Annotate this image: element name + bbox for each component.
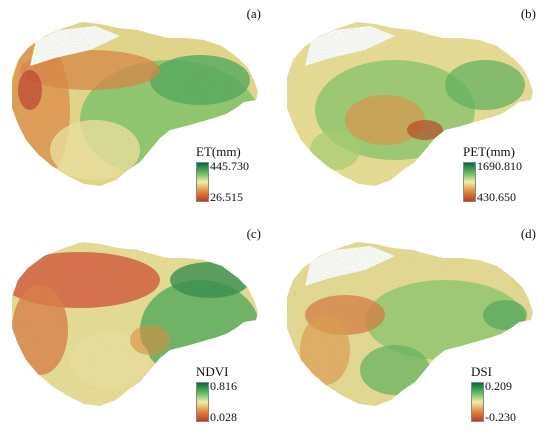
panel-label-d: (d) <box>520 226 536 241</box>
legend-min-value: 430.650 <box>477 190 516 204</box>
ndvi-map-image <box>12 242 258 406</box>
legend-min-value: 26.515 <box>210 190 243 204</box>
panel-label-a: (a) <box>246 6 261 21</box>
dsi-map-image <box>287 242 533 406</box>
panel-dsi-map: (d) DSI 0.209 -0.230 <box>275 220 550 440</box>
legend-title: DSI <box>471 364 492 379</box>
legend-title: PET(mm) <box>463 144 515 159</box>
legend-title: NDVI <box>196 364 229 379</box>
legend-colorbar <box>196 162 209 202</box>
legend-min-value: -0.230 <box>485 410 516 424</box>
legend-colorbar <box>196 382 209 422</box>
legend-max-value: 1690.810 <box>477 159 522 173</box>
panel-label-b: (b) <box>520 6 536 21</box>
panel-pet-map: (b) PET(mm) 1690.810 430.650 <box>275 0 550 220</box>
et-map-image <box>12 22 258 186</box>
legend-max-value: 445.730 <box>210 159 249 173</box>
legend-colorbar <box>471 382 484 422</box>
panel-et-map: (a) ET(mm) 445.730 26.515 <box>0 0 275 220</box>
legend-max-value: 0.816 <box>210 379 237 393</box>
legend-colorbar <box>463 162 476 202</box>
panel-label-c: (c) <box>246 226 261 241</box>
panel-ndvi-map: (c) NDVI 0.816 0.028 <box>0 220 275 440</box>
legend-title: ET(mm) <box>196 144 241 159</box>
pet-map-image <box>287 22 533 186</box>
legend-min-value: 0.028 <box>210 410 237 424</box>
legend-max-value: 0.209 <box>485 379 512 393</box>
